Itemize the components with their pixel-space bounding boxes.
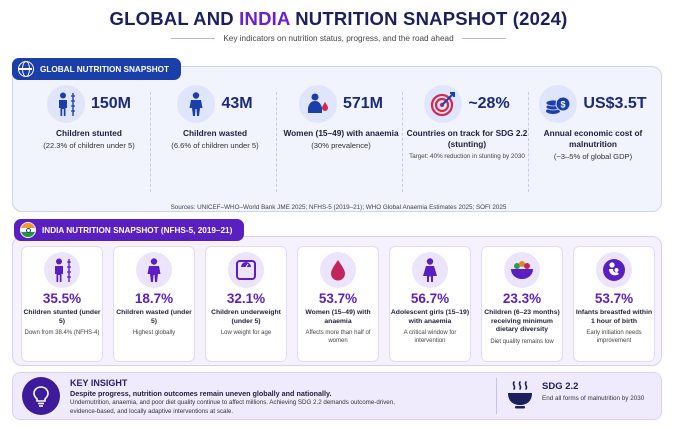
sdg-title: SDG 2.2 [542,381,579,392]
india-card-label: Children (6–23 months) receiving minimum… [484,309,560,333]
india-card-note: Diet quality remains low [490,338,554,345]
global-card-value: ~28% [468,95,510,112]
sources-note: Sources: UNICEF–WHO–World Bank JME 2025;… [170,204,507,211]
india-card-label: Children stunted (under 5) [23,309,101,325]
sdg-description: End all forms of malnutrition by 2030 [542,395,645,402]
india-card: 53.7% Women (15–49) with anaemia Affects m… [297,246,379,362]
india-card-label: Adolescent girls (15–19) with anaemia [390,309,470,325]
global-card: 150M Children stunted (22.3% of children u… [26,84,152,202]
global-card-value: 150M [90,95,132,112]
page-title: GLOBAL AND INDIA NUTRITION SNAPSHOT (202… [109,8,568,29]
global-card-label: Children wasted [182,128,248,138]
india-card-value: 18.7% [134,291,174,306]
child-height-icon [44,252,80,288]
key-insight-headline: Despite progress, nutrition outcomes rem… [70,389,332,398]
global-card-label: Countries on track for SDG 2.2 (stunting… [406,128,528,149]
girl-icon [412,252,448,288]
india-card-label: Children wasted (under 5) [116,309,192,325]
global-snapshot-tab: GLOBAL NUTRITION SNAPSHOT [12,58,182,80]
key-insight-body: Undernutrition, anaemia, and poor diet q… [70,399,395,415]
global-card-sub: (30% prevalence) [311,141,371,150]
global-snapshot-tab-label: GLOBAL NUTRITION SNAPSHOT [40,64,170,74]
key-insight-title: KEY INSIGHT [70,378,128,388]
insight-divider [496,378,497,414]
india-card-note: Early initiation needs improvement [586,330,642,344]
global-card: 571M Women (15–49) with anaemia (30% preva… [278,84,404,202]
global-card-label: Women (15–49) with anaemia [283,128,399,138]
global-card-note: Target: 40% reduction in stunting by 203… [409,153,525,160]
child-icon [177,85,216,123]
global-card: ~28% Countries on track for SDG 2.2 (stun… [404,84,530,202]
coins-icon: $ [539,85,578,123]
global-card-sub: (~3–5% of global GDP) [553,152,633,161]
global-card-sub: (6.6% of children under 5) [171,141,259,150]
globe-icon [18,61,34,77]
india-card: 32.1% Children underweight (under 5) Low w… [205,246,287,362]
india-card-note: Highest globally [132,330,176,336]
india-card-note: Down from 38.4% (NFHS-4) [24,330,100,336]
india-card-note: Low weight for age [220,330,272,336]
india-card-value: 23.3% [502,291,542,306]
global-card-value: US$3.5T [583,95,647,112]
india-card: 18.7% Children wasted (under 5) Highest gl… [113,246,195,362]
india-snapshot-tab: INDIA NUTRITION SNAPSHOT (NFHS-5, 2019–2… [14,219,245,241]
target-icon [424,85,463,123]
india-card: 35.5% Children stunted (under 5) Down from… [21,246,103,362]
global-card-label: Annual economic cost of malnutrition [543,128,643,149]
india-flag-icon [20,222,36,238]
lightbulb-icon [22,377,60,415]
india-card-label: Women (15–49) with anaemia [305,309,371,325]
india-snapshot-tab-label: INDIA NUTRITION SNAPSHOT (NFHS-5, 2019–2… [42,225,233,235]
svg-text:$: $ [561,100,566,110]
global-card-divider [276,92,277,192]
india-card-value: 53.7% [594,291,634,306]
global-card-value: 571M [342,95,384,112]
blood-drop-icon [320,252,356,288]
india-card-value: 35.5% [42,291,82,306]
india-card: 23.3% Children (6–23 months) receiving mi… [481,246,563,362]
global-card: 43M Children wasted (6.6% of children unde… [152,84,278,202]
india-card-value: 56.7% [410,291,450,306]
breastfeeding-icon [596,252,632,288]
global-card: $ US$3.5T Annual economic cost of malnutri… [530,84,656,202]
page-subtitle: Key indicators on nutrition status, prog… [0,34,677,43]
india-card-note: Affects more than half of women [305,330,371,344]
food-bowl-icon [504,252,540,288]
india-card: 56.7% Adolescent girls (15–19) with anaem… [389,246,471,362]
india-card-label: Children underweight (under 5) [211,309,281,325]
weighing-scale-icon [228,252,264,288]
child-icon [136,252,172,288]
woman-blood-drop-icon [298,85,337,123]
global-card-divider [150,92,151,192]
child-height-icon [46,85,85,123]
key-insight-box [12,372,662,420]
global-card-label: Children stunted [56,128,122,138]
india-card-label: Infants breastfed within 1 hour of birth [575,309,653,325]
india-card: 53.7% Infants breastfed within 1 hour of … [573,246,655,362]
india-card-note: A critical window for intervention [403,330,457,344]
global-card-value: 43M [221,95,253,112]
india-card-value: 53.7% [318,291,358,306]
global-card-sub: (22.3% of children under 5) [43,141,135,150]
hot-bowl-icon [506,380,534,410]
global-card-divider [402,92,403,192]
global-card-divider [528,92,529,192]
india-card-value: 32.1% [226,291,266,306]
